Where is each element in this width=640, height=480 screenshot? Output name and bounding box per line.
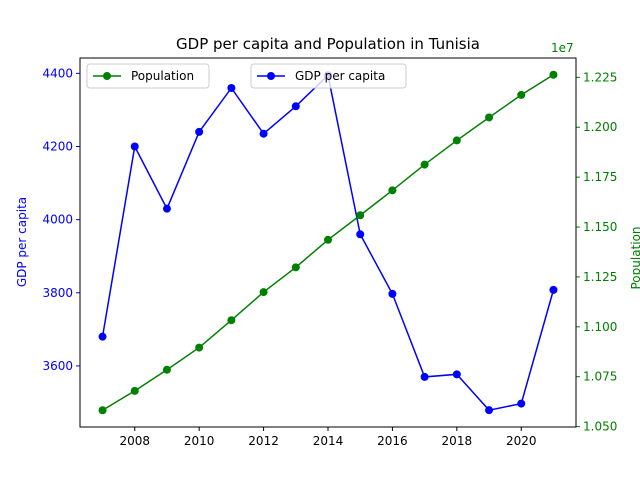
data-point (517, 90, 526, 99)
right-tick-label: 1.200 (583, 120, 617, 134)
legend-layer: Population GDP per capita (86, 63, 407, 89)
x-tick-label: 2010 (184, 434, 215, 448)
data-point (98, 332, 107, 341)
legend-box (250, 63, 407, 89)
left-tick-label: 3600 (42, 359, 73, 373)
right-axis: 1.050 1.075 1.100 1.125 1.150 1.175 1.200 1.225 (576, 70, 617, 434)
left-axis-label: GDP per capita (15, 197, 29, 287)
data-point (130, 386, 139, 395)
data-point (195, 343, 204, 352)
legend-box (86, 63, 210, 89)
data-point (420, 160, 429, 169)
right-tick-label: 1.225 (583, 70, 617, 84)
x-tick-label: 2016 (377, 434, 408, 448)
data-point (162, 204, 171, 213)
plot-frame (79, 57, 577, 428)
data-point (195, 127, 204, 136)
data-point (517, 399, 526, 408)
data-point (291, 263, 300, 272)
x-tick-label: 2008 (119, 434, 150, 448)
right-axis-label: Population (629, 226, 640, 289)
x-tick-label: 2018 (442, 434, 473, 448)
left-axis: 3600 3800 4000 4200 4400 (42, 66, 80, 373)
right-axis-offset-text: 1e7 (551, 41, 574, 55)
data-point (227, 316, 236, 325)
legend-marker (267, 72, 275, 80)
data-point (227, 83, 236, 92)
x-tick-label: 2012 (248, 434, 279, 448)
legend-label: GDP per capita (295, 69, 385, 83)
x-axis: 2008 2010 2012 2014 2016 2018 2020 (119, 427, 537, 448)
right-tick-label: 1.075 (583, 370, 617, 384)
data-point (485, 113, 494, 122)
data-point (356, 211, 365, 220)
data-point (98, 406, 107, 415)
data-point (549, 70, 558, 79)
left-tick-label: 4200 (42, 140, 73, 154)
legend: Population (86, 63, 210, 89)
data-point (452, 370, 461, 379)
data-point (452, 136, 461, 145)
legend-marker (103, 72, 111, 80)
chart-title: GDP per capita and Population in Tunisia (176, 35, 480, 53)
right-tick-label: 1.175 (583, 170, 617, 184)
data-point (420, 372, 429, 381)
right-tick-label: 1.100 (583, 320, 617, 334)
right-tick-label: 1.125 (583, 270, 617, 284)
right-tick-label: 1.050 (583, 420, 617, 434)
data-point (130, 142, 139, 151)
x-tick-label: 2020 (506, 434, 537, 448)
data-point (388, 289, 397, 298)
data-point (259, 129, 268, 138)
data-point (356, 230, 365, 239)
data-point (259, 288, 268, 297)
x-tick-label: 2014 (313, 434, 344, 448)
left-tick-label: 3800 (42, 286, 73, 300)
data-point (162, 365, 171, 374)
data-point (324, 235, 332, 244)
right-tick-label: 1.150 (583, 220, 617, 234)
data-point (485, 406, 494, 415)
legend-label: Population (131, 69, 194, 83)
left-tick-label: 4000 (42, 213, 73, 227)
data-point (549, 285, 558, 294)
legend: GDP per capita (250, 63, 407, 89)
data-point (388, 186, 397, 195)
left-tick-label: 4400 (42, 66, 73, 80)
data-point (291, 102, 300, 111)
